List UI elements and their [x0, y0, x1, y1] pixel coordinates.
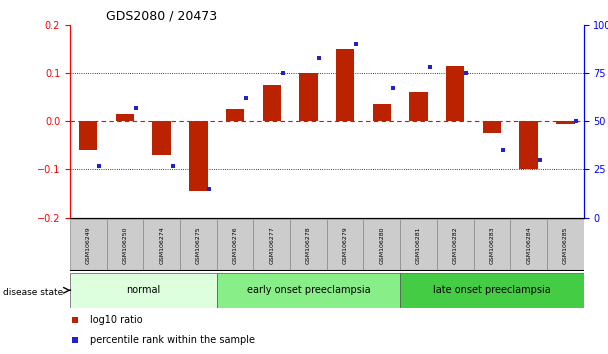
- Text: normal: normal: [126, 285, 161, 295]
- Text: GSM106274: GSM106274: [159, 226, 164, 264]
- Text: percentile rank within the sample: percentile rank within the sample: [91, 335, 255, 345]
- Bar: [474, 219, 510, 271]
- Bar: [263, 85, 281, 121]
- Bar: [226, 109, 244, 121]
- Bar: [437, 219, 474, 271]
- Text: GSM106285: GSM106285: [563, 227, 568, 264]
- Text: GDS2080 / 20473: GDS2080 / 20473: [106, 9, 217, 22]
- Bar: [409, 92, 427, 121]
- Bar: [70, 219, 106, 271]
- Bar: [106, 219, 143, 271]
- Bar: [189, 121, 207, 191]
- Bar: [547, 219, 584, 271]
- Bar: [216, 273, 400, 308]
- Text: GSM106249: GSM106249: [86, 226, 91, 264]
- Text: GSM106283: GSM106283: [489, 226, 494, 264]
- Text: GSM106280: GSM106280: [379, 227, 384, 264]
- Bar: [519, 121, 538, 170]
- Bar: [400, 219, 437, 271]
- Text: GSM106279: GSM106279: [343, 226, 348, 264]
- Bar: [116, 114, 134, 121]
- Text: GSM106250: GSM106250: [122, 227, 128, 264]
- Bar: [373, 104, 391, 121]
- Text: disease state: disease state: [3, 287, 63, 297]
- Bar: [216, 219, 254, 271]
- Text: log10 ratio: log10 ratio: [91, 315, 143, 325]
- Bar: [336, 49, 354, 121]
- Bar: [180, 219, 216, 271]
- Bar: [254, 219, 290, 271]
- Text: early onset preeclampsia: early onset preeclampsia: [247, 285, 370, 295]
- Text: GSM106284: GSM106284: [526, 226, 531, 264]
- Bar: [290, 219, 327, 271]
- Bar: [299, 73, 317, 121]
- Bar: [400, 273, 584, 308]
- Bar: [446, 66, 465, 121]
- Bar: [79, 121, 97, 150]
- Text: GSM106275: GSM106275: [196, 226, 201, 264]
- Bar: [556, 121, 575, 124]
- Text: late onset preeclampsia: late onset preeclampsia: [433, 285, 551, 295]
- Text: GSM106277: GSM106277: [269, 226, 274, 264]
- Text: GSM106276: GSM106276: [232, 226, 238, 264]
- Bar: [143, 219, 180, 271]
- Bar: [510, 219, 547, 271]
- Bar: [70, 273, 216, 308]
- Text: GSM106281: GSM106281: [416, 227, 421, 264]
- Bar: [483, 121, 501, 133]
- Text: GSM106278: GSM106278: [306, 226, 311, 264]
- Bar: [153, 121, 171, 155]
- Bar: [327, 219, 364, 271]
- Bar: [364, 219, 400, 271]
- Text: GSM106282: GSM106282: [453, 226, 458, 264]
